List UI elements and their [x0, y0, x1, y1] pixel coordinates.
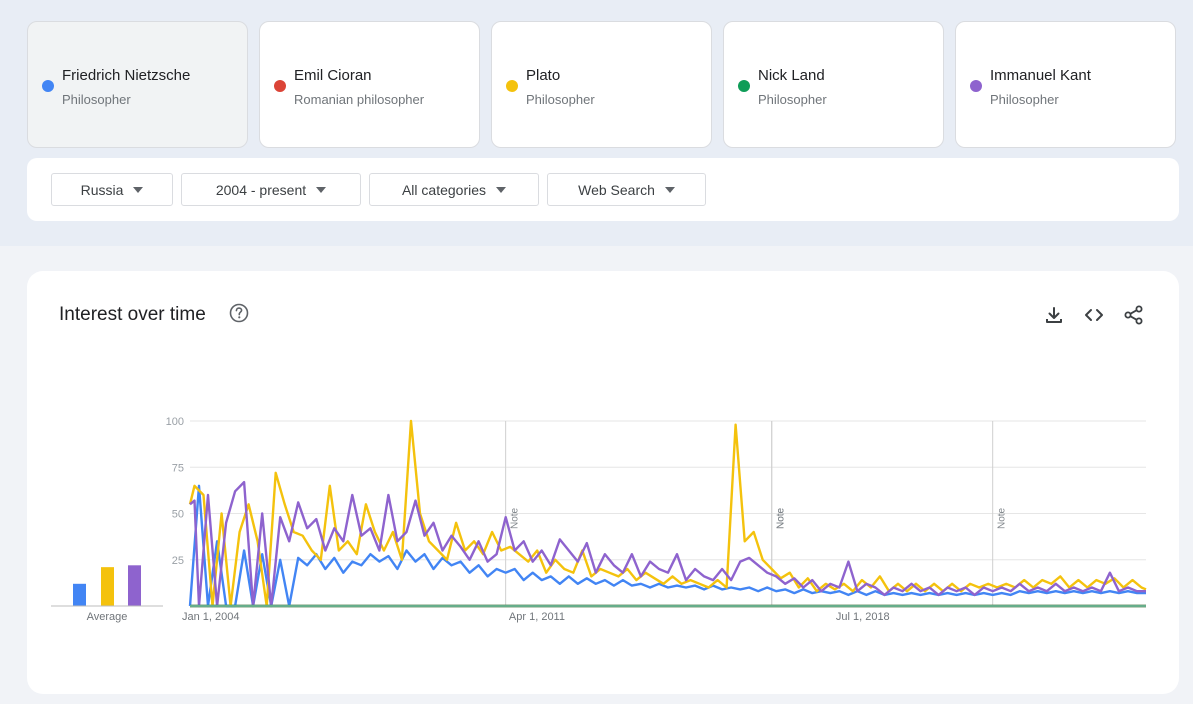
time-range-filter-label: 2004 - present	[215, 181, 307, 198]
term-color-dot	[42, 80, 54, 92]
dropdown-caret-icon	[664, 186, 675, 193]
dropdown-caret-icon	[496, 186, 507, 193]
term-name: Immanuel Kant	[990, 67, 1091, 84]
y-tick-label: 75	[172, 462, 184, 474]
note-label: Note	[997, 507, 1008, 529]
term-color-dot	[738, 80, 750, 92]
search-type-filter-label: Web Search	[578, 181, 655, 198]
download-icon[interactable]	[1043, 304, 1065, 326]
note-label: Note	[776, 507, 787, 529]
term-card[interactable]: Emil Cioran Romanian philosopher	[259, 21, 480, 148]
x-tick-label: Apr 1, 2011	[509, 611, 565, 623]
term-type: Philosopher	[62, 92, 131, 107]
search-type-filter[interactable]: Web Search	[547, 173, 706, 206]
chart-title: Interest over time	[59, 304, 206, 325]
average-bar	[73, 583, 86, 606]
average-label: Average	[87, 611, 128, 623]
term-card[interactable]: Nick Land Philosopher	[723, 21, 944, 148]
dropdown-caret-icon	[133, 186, 144, 193]
series-line-immanuel-kant	[189, 480, 1146, 608]
term-card[interactable]: Plato Philosopher	[491, 21, 712, 148]
term-type: Romanian philosopher	[294, 92, 425, 107]
y-tick-label: 50	[172, 509, 184, 521]
term-type: Philosopher	[990, 92, 1059, 107]
term-name: Friedrich Nietzsche	[62, 67, 191, 84]
term-card[interactable]: Immanuel Kant Philosopher	[955, 21, 1176, 148]
term-name: Plato	[526, 67, 561, 84]
region-filter-label: Russia	[80, 181, 124, 198]
y-tick-label: 100	[166, 416, 184, 428]
x-tick-label: Jul 1, 2018	[836, 611, 890, 623]
code-icon[interactable]	[1083, 304, 1105, 326]
note-label: Note	[776, 507, 787, 529]
term-color-dot	[274, 80, 286, 92]
term-name: Nick Land	[758, 67, 825, 84]
term-color-dot	[506, 80, 518, 92]
term-color-dot	[970, 80, 982, 92]
region-filter[interactable]: Russia	[51, 173, 173, 206]
term-type: Philosopher	[758, 92, 827, 107]
average-bar	[101, 567, 114, 606]
dropdown-caret-icon	[316, 186, 327, 193]
category-filter-label: All categories	[401, 181, 487, 198]
time-range-filter[interactable]: 2004 - present	[181, 173, 361, 206]
series-line-friedrich-nietzsche	[188, 484, 1146, 608]
y-tick-label: 25	[172, 555, 184, 567]
share-icon[interactable]	[1123, 304, 1145, 326]
interest-over-time-card: Interest over time 100 75 50 25 Note Note Note…	[27, 271, 1179, 694]
average-bar	[128, 565, 141, 606]
term-card[interactable]: Friedrich Nietzsche Philosopher	[27, 21, 248, 148]
term-name: Emil Cioran	[294, 67, 372, 84]
category-filter[interactable]: All categories	[369, 173, 539, 206]
note-label: Note	[510, 507, 521, 529]
help-circle-icon[interactable]	[229, 303, 249, 323]
filter-bar: Russia 2004 - present All categories Web…	[27, 158, 1179, 221]
series-line-plato	[188, 419, 1147, 608]
term-type: Philosopher	[526, 92, 595, 107]
x-tick-label: Jan 1, 2004	[182, 611, 240, 623]
